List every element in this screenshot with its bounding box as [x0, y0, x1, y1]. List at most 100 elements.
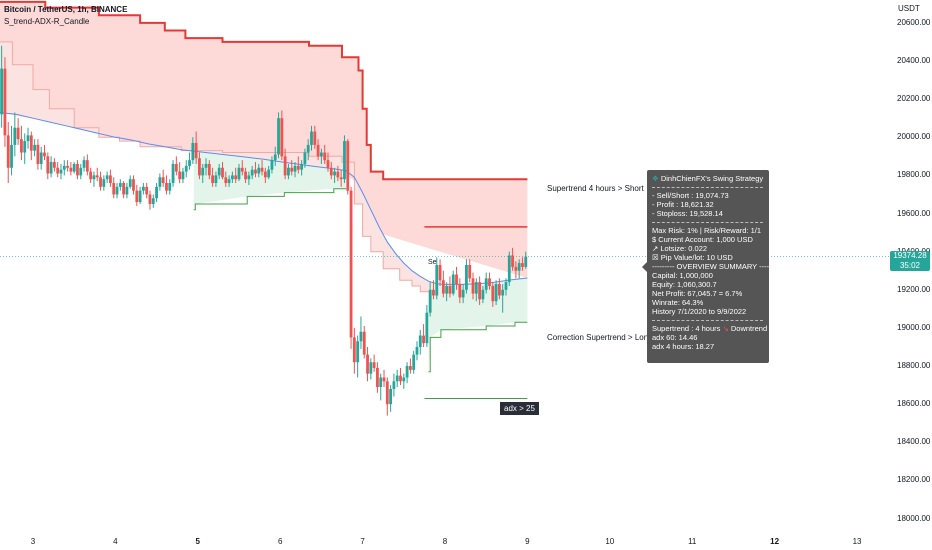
- candle-body: [307, 145, 310, 153]
- candle-body: [505, 282, 508, 290]
- info-winrate: Winrate: 64.3%: [652, 298, 769, 307]
- candle-body: [79, 168, 82, 176]
- downtrend-arrow-icon: ↘: [722, 324, 728, 333]
- info-net-profit: Net Profit: 67,045.7 = 6.7%: [652, 289, 769, 298]
- supertrend-short-label: Supertrend 4 hours > Short: [547, 184, 644, 193]
- candle-body: [320, 153, 323, 157]
- candle-body: [178, 172, 181, 180]
- candle-body: [491, 286, 494, 301]
- candle-body: [168, 183, 171, 191]
- candle-body: [287, 168, 290, 176]
- candle-body: [488, 278, 491, 286]
- candle-body: [241, 168, 244, 172]
- candle-body: [412, 355, 415, 370]
- candle-body: [234, 175, 237, 179]
- candle-body: [363, 332, 366, 355]
- candle-body: [261, 168, 264, 172]
- candle-body: [369, 362, 372, 373]
- info-supertrend: Supertrend : 4 hours: [652, 324, 720, 333]
- price-tick-label: 18400.00: [897, 437, 930, 446]
- info-divider: [652, 316, 763, 321]
- currency-label: USDT: [898, 4, 920, 13]
- info-divider: [652, 183, 763, 188]
- time-tick-label: 12: [770, 537, 779, 546]
- candle-body: [119, 183, 122, 187]
- indicator-name[interactable]: S_trend-ADX-R_Candle: [4, 17, 89, 26]
- candle-body: [152, 198, 155, 204]
- symbol-title[interactable]: Bitcoin / TetherUS, 1h, BINANCE: [4, 5, 127, 14]
- candle-body: [465, 265, 468, 290]
- last-price-value: 19374.28: [890, 251, 930, 261]
- candle-body: [508, 255, 511, 282]
- candle-body: [284, 156, 287, 175]
- time-tick-label: 4: [113, 537, 117, 546]
- candle-body: [511, 255, 514, 266]
- candle-body: [182, 172, 185, 180]
- candle-body: [86, 160, 89, 171]
- candle-body: [389, 389, 392, 404]
- candle-body: [175, 164, 178, 172]
- time-tick-label: 13: [853, 537, 862, 546]
- info-capital: Capital: 1,000,000: [652, 271, 769, 280]
- candle-body: [89, 172, 92, 180]
- candle-body: [231, 175, 234, 179]
- candle-body: [191, 143, 194, 160]
- candle-body: [53, 162, 56, 168]
- candle-body: [330, 168, 333, 176]
- candle-body: [208, 164, 211, 175]
- strategy-icon: ❖: [652, 174, 659, 183]
- candle-body: [13, 128, 16, 145]
- candle-body: [165, 183, 168, 191]
- info-overview: --------- OVERVIEW SUMMARY ---------: [652, 262, 769, 271]
- candle-body: [238, 168, 241, 179]
- candle-body: [290, 168, 293, 172]
- candle-body: [346, 141, 349, 191]
- candle-body: [251, 170, 254, 176]
- candle-body: [27, 135, 30, 141]
- correction-long-label: Correction Supertrend > Long: [547, 333, 653, 342]
- candle-body: [356, 341, 359, 362]
- candle-body: [468, 265, 471, 278]
- candle-body: [482, 290, 485, 300]
- info-adx4h: adx 4 hours: 18.27: [652, 342, 769, 351]
- candle-body: [393, 381, 396, 389]
- candle-body: [106, 175, 109, 179]
- candle-body: [416, 347, 419, 355]
- candle-body: [386, 381, 389, 404]
- candle-body: [102, 179, 105, 187]
- candle-body: [149, 194, 152, 204]
- price-tick-label: 20400.00: [897, 56, 930, 65]
- candle-body: [350, 191, 353, 338]
- candle-body: [158, 177, 161, 187]
- info-sell: - Sell/Short : 19,074.73: [652, 191, 769, 200]
- candle-body: [396, 376, 399, 382]
- candle-body: [521, 263, 524, 267]
- candle-body: [472, 278, 475, 293]
- candle-body: [353, 337, 356, 362]
- candle-body: [211, 175, 214, 183]
- candle-body: [379, 377, 382, 387]
- info-risk: Max Risk: 1% | Risk/Reward: 1/1: [652, 226, 769, 235]
- candle-body: [129, 179, 132, 187]
- candle-body: [478, 282, 481, 299]
- candle-body: [43, 153, 46, 157]
- candle-body: [399, 376, 402, 382]
- candle-body: [366, 355, 369, 374]
- price-tick-label: 19800.00: [897, 170, 930, 179]
- candle-body: [485, 278, 488, 289]
- adx-badge: adx > 25: [500, 402, 539, 415]
- info-supertrend-direction: Downtrend: [731, 324, 767, 333]
- candle-body: [218, 168, 221, 176]
- candle-body: [33, 145, 36, 151]
- candle-body: [429, 290, 432, 313]
- candle-body: [514, 267, 517, 271]
- candle-body: [445, 286, 448, 294]
- candle-body: [132, 179, 135, 190]
- candle-body: [23, 141, 26, 152]
- candle-body: [257, 168, 260, 174]
- time-tick-label: 8: [443, 537, 447, 546]
- candle-body: [304, 153, 307, 164]
- candle-body: [313, 132, 316, 145]
- candle-body: [201, 168, 204, 176]
